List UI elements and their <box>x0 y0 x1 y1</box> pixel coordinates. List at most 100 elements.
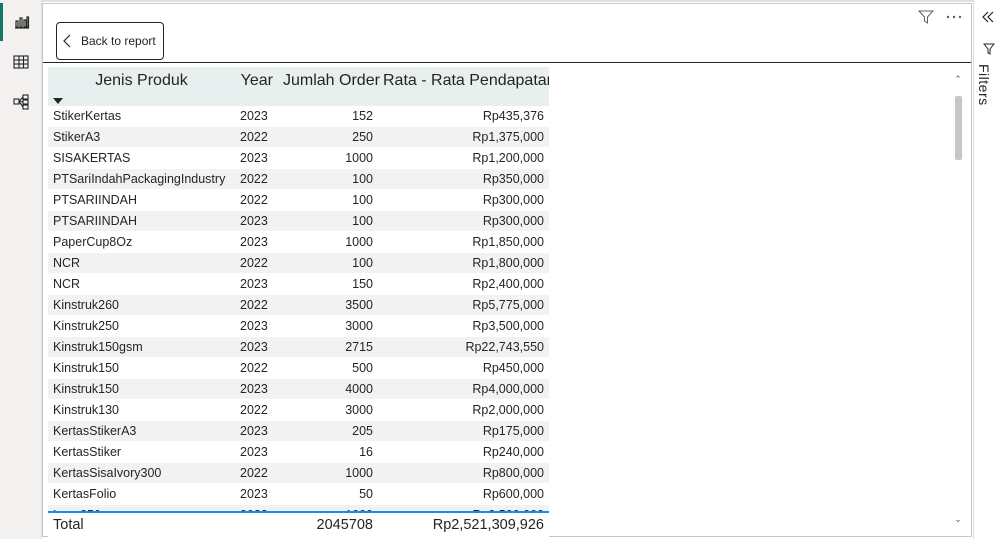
column-header-jumlah-order[interactable]: Jumlah Order <box>278 67 380 106</box>
cell-year: 2023 <box>235 441 278 463</box>
cell-year: 2022 <box>235 168 278 190</box>
cell-jenis-produk: Kinstruk150 <box>48 378 235 400</box>
more-options-icon[interactable] <box>945 8 963 26</box>
cell-rata-rata-pendapatan: Rp2,000,000 <box>378 399 549 421</box>
cell-jumlah-order: 100 <box>278 210 378 232</box>
report-view-button[interactable] <box>0 3 41 41</box>
cell-year: 2023 <box>235 210 278 232</box>
cell-jenis-produk: PTSARIINDAH <box>48 189 235 211</box>
column-header-label: Jenis Produk <box>95 72 188 89</box>
cell-jumlah-order: 100 <box>278 252 378 274</box>
view-switcher-rail <box>0 0 42 539</box>
model-view-button[interactable] <box>0 83 41 121</box>
cell-year: 2023 <box>235 231 278 253</box>
cell-rata-rata-pendapatan: Rp1,200,000 <box>378 147 549 169</box>
cell-jumlah-order: 150 <box>278 273 378 295</box>
scroll-thumb[interactable] <box>955 96 962 160</box>
cell-rata-rata-pendapatan: Rp600,000 <box>378 483 549 505</box>
cell-rata-rata-pendapatan: Rp175,000 <box>378 420 549 442</box>
cell-jumlah-order: 500 <box>278 357 378 379</box>
cell-rata-rata-pendapatan: Rp300,000 <box>378 189 549 211</box>
cell-jumlah-order: 100 <box>278 189 378 211</box>
cell-year: 2023 <box>235 378 278 400</box>
cell-year: 2022 <box>235 462 278 484</box>
filters-label[interactable]: Filters <box>976 64 992 106</box>
table-row[interactable]: StikerKertas 2023 152 Rp435,376 <box>48 106 549 127</box>
table-row[interactable]: PaperCup8Oz 2023 1000 Rp1,850,000 <box>48 231 549 253</box>
total-rata-rata: Rp2,521,309,926 <box>432 517 544 533</box>
cell-rata-rata-pendapatan: Rp22,743,550 <box>378 336 549 358</box>
table-view-button[interactable] <box>0 43 41 81</box>
cell-jenis-produk: Kinstruk250 <box>48 315 235 337</box>
cell-jumlah-order: 2715 <box>278 336 378 358</box>
scroll-down-icon[interactable]: ⌄ <box>954 514 962 524</box>
table-row[interactable]: PTSariIndahPackagingIndustry 2022 100 Rp350… <box>48 168 549 190</box>
cell-year: 2022 <box>235 399 278 421</box>
table-row[interactable]: Kinstruk260 2022 3500 Rp5,775,000 <box>48 294 549 316</box>
cell-year: 2022 <box>235 252 278 274</box>
table-row[interactable]: Kinstruk250 2023 3000 Rp3,500,000 <box>48 315 549 337</box>
cell-year: 2022 <box>235 189 278 211</box>
cell-jumlah-order: 250 <box>278 126 378 148</box>
header-divider <box>43 62 971 63</box>
cell-rata-rata-pendapatan: Rp2,400,000 <box>378 273 549 295</box>
cell-jenis-produk: Kinstruk130 <box>48 399 235 421</box>
cell-rata-rata-pendapatan: Rp1,375,000 <box>378 126 549 148</box>
cell-jenis-produk: KertasFolio <box>48 483 235 505</box>
cell-jumlah-order: 3500 <box>278 294 378 316</box>
cell-jumlah-order: 16 <box>278 441 378 463</box>
cell-year: 2023 <box>235 315 278 337</box>
cell-rata-rata-pendapatan: Rp1,800,000 <box>378 252 549 274</box>
cell-rata-rata-pendapatan: Rp4,000,000 <box>378 378 549 400</box>
cell-year: 2023 <box>235 147 278 169</box>
table-row[interactable]: Kinstruk150 2022 500 Rp450,000 <box>48 357 549 379</box>
cell-rata-rata-pendapatan: Rp435,376 <box>378 106 549 127</box>
column-header-jenis-produk[interactable]: Jenis Produk <box>48 67 235 106</box>
cell-rata-rata-pendapatan: Rp450,000 <box>378 357 549 379</box>
cell-jumlah-order: 205 <box>278 420 378 442</box>
cell-jenis-produk: NCR <box>48 252 235 274</box>
table-row[interactable]: KertasStiker 2023 16 Rp240,000 <box>48 441 549 463</box>
table-header-row: Jenis Produk Year Jumlah Order Rata - Ra… <box>48 67 549 106</box>
table-row[interactable]: NCR 2022 100 Rp1,800,000 <box>48 252 549 274</box>
filter-icon[interactable] <box>917 8 935 26</box>
cell-jenis-produk: PTSARIINDAH <box>48 210 235 232</box>
cell-jenis-produk: Kinstruk150gsm <box>48 336 235 358</box>
column-header-year[interactable]: Year <box>235 67 278 106</box>
table-row[interactable]: KertasSisaIvory300 2022 1000 Rp800,000 <box>48 462 549 484</box>
table-row[interactable]: PTSARIINDAH 2023 100 Rp300,000 <box>48 210 549 232</box>
total-label: Total <box>53 517 84 533</box>
cell-jenis-produk: SISAKERTAS <box>48 147 235 169</box>
cell-year: 2023 <box>235 273 278 295</box>
collapse-pane-icon[interactable] <box>981 10 995 29</box>
table-row[interactable]: KertasStikerA3 2023 205 Rp175,000 <box>48 420 549 442</box>
cell-jumlah-order: 50 <box>278 483 378 505</box>
cell-jumlah-order: 4000 <box>278 378 378 400</box>
scroll-up-icon[interactable]: ⌃ <box>954 74 962 84</box>
visual-header <box>917 8 963 26</box>
table-row[interactable]: SISAKERTAS 2023 1000 Rp1,200,000 <box>48 147 549 169</box>
table-row[interactable]: Kinstruk150 2023 4000 Rp4,000,000 <box>48 378 549 400</box>
cell-jenis-produk: KertasStiker <box>48 441 235 463</box>
cell-rata-rata-pendapatan: Rp5,775,000 <box>378 294 549 316</box>
table-row[interactable]: Kinstruk130 2022 3000 Rp2,000,000 <box>48 399 549 421</box>
table-row[interactable]: KertasFolio 2023 50 Rp600,000 <box>48 483 549 505</box>
cell-jumlah-order: 1000 <box>278 231 378 253</box>
back-to-report-button[interactable]: Back to report <box>56 22 164 60</box>
data-table: Jenis Produk Year Jumlah Order Rata - Ra… <box>48 67 549 535</box>
cell-rata-rata-pendapatan: Rp3,500,000 <box>378 315 549 337</box>
cell-jumlah-order: 1000 <box>278 147 378 169</box>
column-header-rata-rata-pendapatan[interactable]: Rata - Rata Pendapatan <box>378 67 549 106</box>
vertical-scrollbar[interactable]: ⌃ ⌄ <box>953 74 963 524</box>
table-row[interactable]: NCR 2023 150 Rp2,400,000 <box>48 273 549 295</box>
cell-rata-rata-pendapatan: Rp1,850,000 <box>378 231 549 253</box>
table-row[interactable]: StikerA3 2022 250 Rp1,375,000 <box>48 126 549 148</box>
cell-jenis-produk: StikerKertas <box>48 106 235 127</box>
cell-year: 2023 <box>235 483 278 505</box>
table-total-row: Total 2045708 Rp2,521,309,926 <box>48 511 549 537</box>
table-row[interactable]: PTSARIINDAH 2022 100 Rp300,000 <box>48 189 549 211</box>
cell-jenis-produk: Kinstruk260 <box>48 294 235 316</box>
column-header-label: Jumlah Order <box>283 72 380 89</box>
table-row[interactable]: Kinstruk150gsm 2023 2715 Rp22,743,550 <box>48 336 549 358</box>
cell-year: 2022 <box>235 357 278 379</box>
